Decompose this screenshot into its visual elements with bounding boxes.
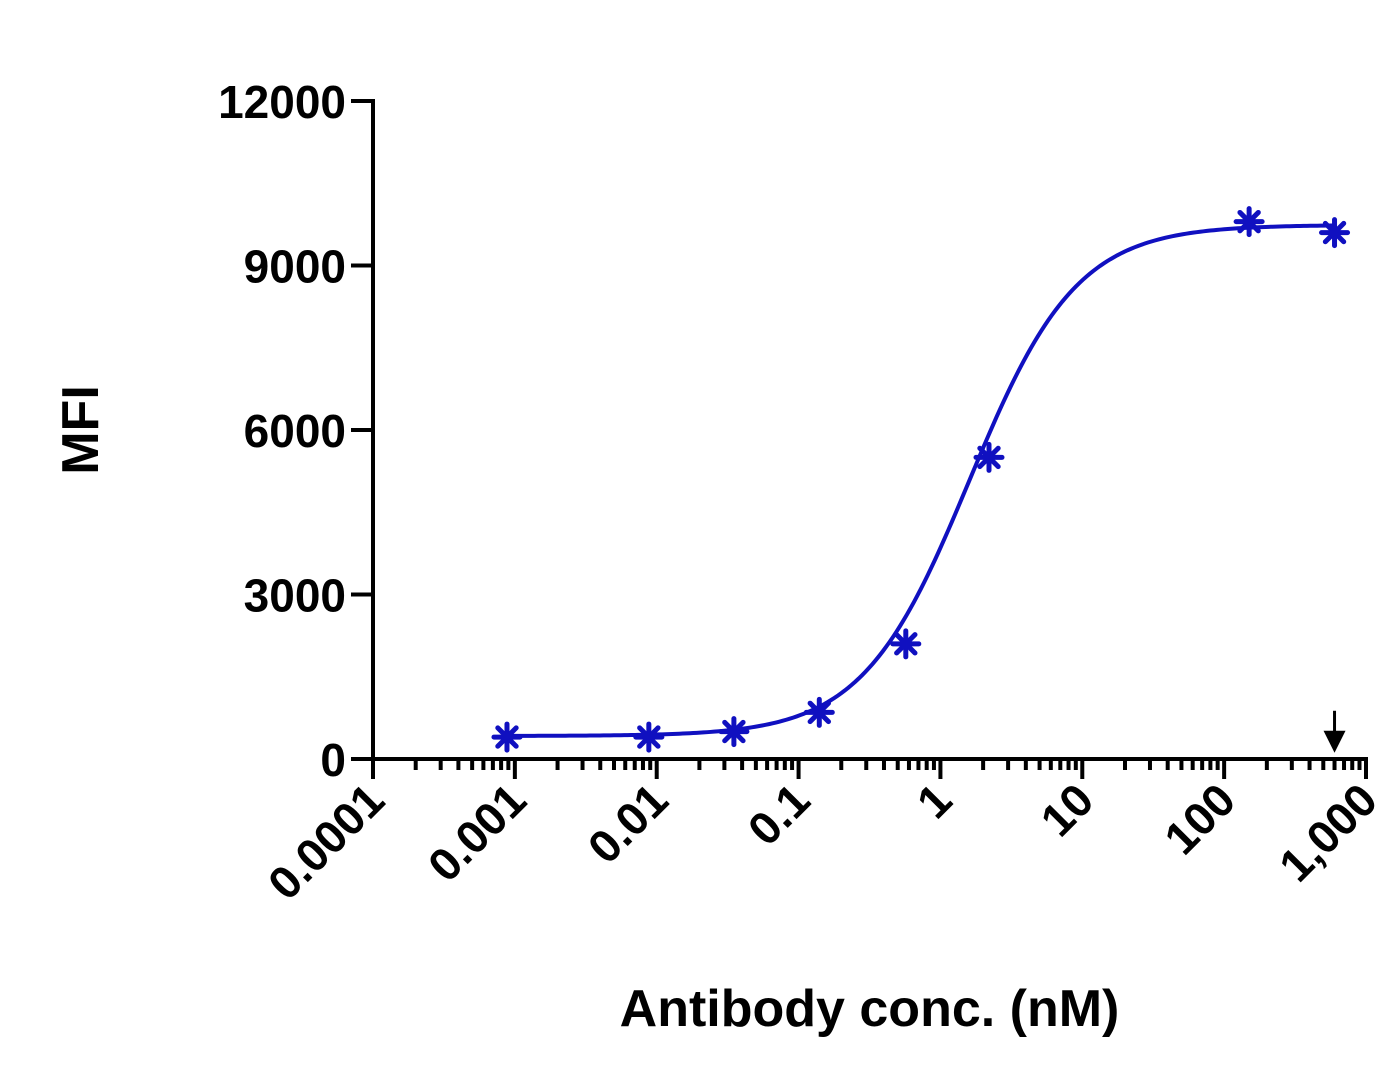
x-tick-label: 1,000 [1269,773,1387,891]
x-tick-label: 0.0001 [258,773,394,909]
data-point [491,721,523,753]
data-point [633,721,665,753]
annotations [1323,710,1346,753]
y-tick-label: 12000 [218,76,346,128]
x-tick-label: 0.001 [418,773,536,891]
data-point [1319,217,1351,249]
y-tick-label: 6000 [244,405,346,457]
data-point [890,628,922,660]
x-axis-label: Antibody conc. (nM) [620,980,1120,1038]
fit-curve [506,223,1335,738]
arrow-down-icon [1323,710,1346,753]
x-tick-label: 0.01 [578,773,678,873]
y-tick-label: 0 [320,734,346,786]
y-ticks: 0 3000 6000 9000 12000 [218,76,373,786]
data-point [1233,206,1265,238]
x-tick-label: 1 [907,773,962,828]
data-point [973,441,1005,473]
y-tick-label: 3000 [244,570,346,622]
x-ticks: 0.0001 0.001 0.01 0.1 1 10 100 1,000 [258,759,1387,910]
x-tick-label: 100 [1154,773,1245,864]
x-tick-label: 10 [1030,773,1103,846]
y-tick-label: 9000 [244,241,346,293]
x-tick-label: 0.1 [738,773,820,855]
data-point [718,716,750,748]
y-axis-label: MFI [52,385,110,475]
data-point [803,696,835,728]
axes: 0 3000 6000 9000 12000 0.0001 0.001 0.01 0.1 1 10… [218,76,1387,910]
data-markers [491,206,1351,753]
